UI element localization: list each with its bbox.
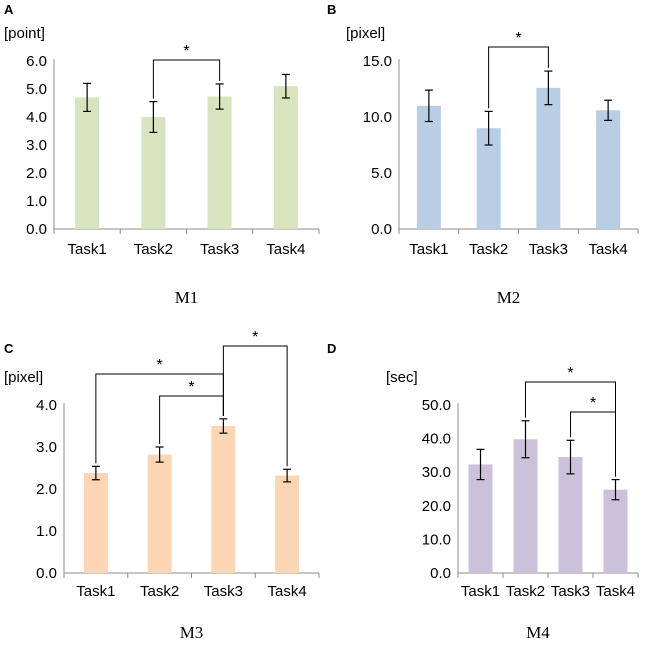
significance-marker: * (515, 30, 521, 47)
bar-task2 (141, 117, 166, 229)
chart-panel-a: A [point] 0.0 1.0 2.0 3.0 4.0 5.0 6.0 Task1 Task2 T… (4, 2, 320, 307)
bar-task3 (558, 457, 583, 573)
bar-task3 (211, 426, 236, 573)
significance-bracket (488, 46, 549, 109)
panel-letter: B (327, 2, 336, 17)
bar-task4 (603, 489, 628, 573)
y-tick-label: 10.0 (422, 531, 451, 548)
chart-panel-b: B [pixel] 0.0 5.0 10.0 15.0 Task1 Task2 Task3 Tas… (327, 2, 639, 307)
category-label: Task1 (76, 583, 115, 600)
chart-panel-d: D [sec] 0.0 10.0 20.0 30.0 40.0 50.0 Task1 Task2 T… (327, 341, 639, 642)
y-tick-label: 0.0 (36, 565, 57, 582)
y-tick-label: 3.0 (36, 439, 57, 456)
y-tick-label: 0.0 (371, 221, 392, 238)
category-label: Task3 (200, 241, 239, 258)
y-tick-label: 10.0 (363, 109, 392, 126)
category-label: Task4 (596, 583, 635, 600)
chart-panel-c: C [pixel] 0.0 1.0 2.0 3.0 4.0 Task1 Task2 Task3 Ta… (4, 329, 320, 642)
y-tick-label: 4.0 (26, 109, 47, 126)
significance-marker: * (252, 329, 258, 346)
category-label: Task2 (506, 583, 545, 600)
panel-caption: M1 (175, 288, 199, 307)
significance-bracket (222, 345, 288, 467)
y-axis-unit-label: [pixel] (346, 25, 385, 42)
category-label: Task2 (134, 241, 173, 258)
y-tick-label: 1.0 (26, 193, 47, 210)
bar-task4 (273, 86, 298, 229)
y-tick-label: 2.0 (36, 481, 57, 498)
panel-letter: C (4, 341, 14, 356)
y-tick-label: 5.0 (26, 81, 47, 98)
panel-letter: A (4, 2, 14, 17)
bar-task2 (147, 454, 172, 573)
y-tick-label: 30.0 (422, 464, 451, 481)
y-axis-unit-label: [pixel] (4, 369, 43, 386)
category-label: Task3 (529, 241, 568, 258)
category-label: Task3 (551, 583, 590, 600)
category-label: Task1 (461, 583, 500, 600)
bar-task2 (513, 439, 538, 573)
y-tick-label: 50.0 (422, 397, 451, 414)
significance-marker: * (157, 357, 163, 374)
category-label: Task4 (266, 241, 305, 258)
category-label: Task4 (589, 241, 628, 258)
y-tick-label: 2.0 (26, 165, 47, 182)
significance-marker: * (590, 395, 596, 412)
panel-caption: M3 (180, 623, 204, 642)
category-label: Task4 (268, 583, 307, 600)
category-label: Task2 (140, 583, 179, 600)
y-tick-label: 15.0 (363, 53, 392, 70)
significance-bracket (570, 411, 616, 477)
category-label: Task1 (68, 241, 107, 258)
bar-task1 (83, 473, 108, 573)
panel-caption: M4 (526, 623, 550, 642)
category-label: Task2 (469, 241, 508, 258)
y-axis-unit-label: [sec] (386, 369, 418, 386)
y-tick-label: 0.0 (26, 221, 47, 238)
y-tick-label: 5.0 (371, 165, 392, 182)
y-tick-label: 40.0 (422, 431, 451, 448)
y-tick-label: 1.0 (36, 523, 57, 540)
bar-task4 (596, 110, 621, 229)
y-tick-label: 6.0 (26, 53, 47, 70)
y-tick-label: 20.0 (422, 498, 451, 515)
bar-task1 (416, 105, 441, 229)
panel-letter: D (327, 341, 336, 356)
bar-task1 (75, 97, 100, 230)
y-tick-label: 4.0 (36, 397, 57, 414)
bar-task3 (207, 96, 232, 229)
y-tick-label: 0.0 (430, 565, 451, 582)
panel-caption: M2 (497, 288, 521, 307)
significance-marker: * (567, 365, 573, 382)
significance-bracket (152, 59, 221, 99)
significance-marker: * (188, 379, 194, 396)
y-tick-label: 3.0 (26, 137, 47, 154)
significance-marker: * (183, 43, 189, 60)
bar-task1 (468, 464, 493, 573)
bar-task4 (275, 475, 300, 573)
bar-task3 (536, 87, 561, 229)
category-label: Task3 (204, 583, 243, 600)
y-axis-unit-label: [point] (4, 25, 45, 42)
category-label: Task1 (409, 241, 448, 258)
